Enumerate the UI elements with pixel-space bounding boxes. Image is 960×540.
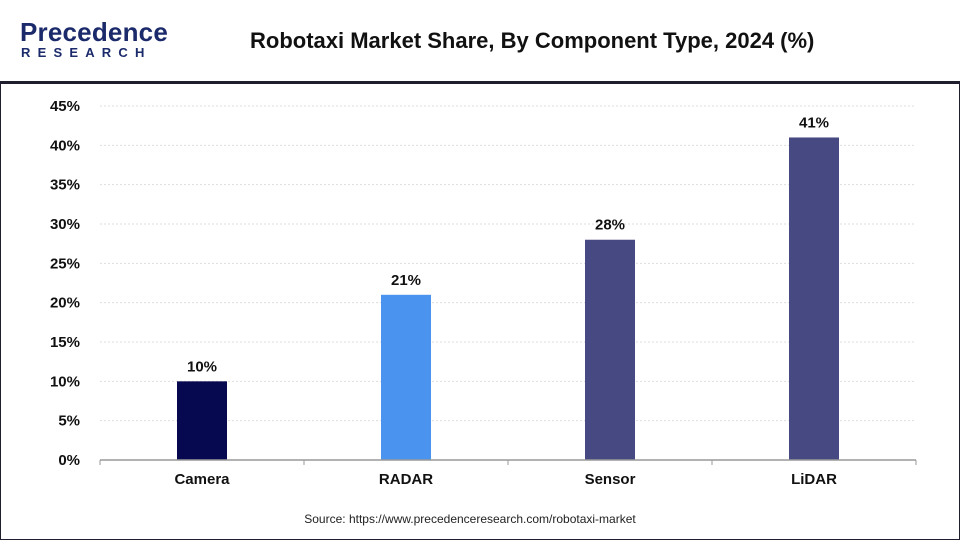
header-divider <box>0 81 960 84</box>
y-axis-ticks: 0% 5% 10% 15% 20% 25% 30% 35% 40% 45% <box>50 98 80 469</box>
brand-logo: Precedence RESEARCH <box>20 18 190 62</box>
y-tick-label: 45% <box>50 98 80 115</box>
y-tick-label: 25% <box>50 255 80 272</box>
y-tick-label: 20% <box>50 295 80 312</box>
bar-camera <box>177 381 227 460</box>
gridlines <box>100 105 916 422</box>
x-axis-labels: Camera RADAR Sensor LiDAR <box>174 471 837 488</box>
header: Precedence RESEARCH Robotaxi Market Shar… <box>0 0 960 82</box>
data-label: 10% <box>187 358 217 375</box>
chart-title: Robotaxi Market Share, By Component Type… <box>250 28 815 53</box>
logo-wordmark: Precedence <box>20 17 168 47</box>
y-tick-label: 35% <box>50 177 80 194</box>
bar-radar <box>381 294 431 460</box>
y-tick-label: 30% <box>50 216 80 233</box>
bars: 10% 21% 28% 41% <box>177 114 839 460</box>
data-label: 41% <box>799 114 829 131</box>
data-label: 21% <box>391 272 421 289</box>
data-label: 28% <box>595 217 625 234</box>
x-tick-label: Camera <box>174 471 230 488</box>
y-tick-label: 0% <box>58 452 80 469</box>
bar-sensor <box>585 239 635 460</box>
y-tick-label: 5% <box>58 413 80 430</box>
logo-subtitle: RESEARCH <box>21 45 152 60</box>
x-tick-label: LiDAR <box>791 471 837 488</box>
x-tick-label: RADAR <box>379 471 433 488</box>
y-tick-label: 40% <box>50 137 80 154</box>
bar-lidar <box>789 137 839 460</box>
y-tick-label: 15% <box>50 334 80 351</box>
x-axis <box>99 459 917 465</box>
y-tick-label: 10% <box>50 373 80 390</box>
x-tick-label: Sensor <box>585 471 636 488</box>
source-note: Source: https://www.precedenceresearch.c… <box>304 512 636 526</box>
